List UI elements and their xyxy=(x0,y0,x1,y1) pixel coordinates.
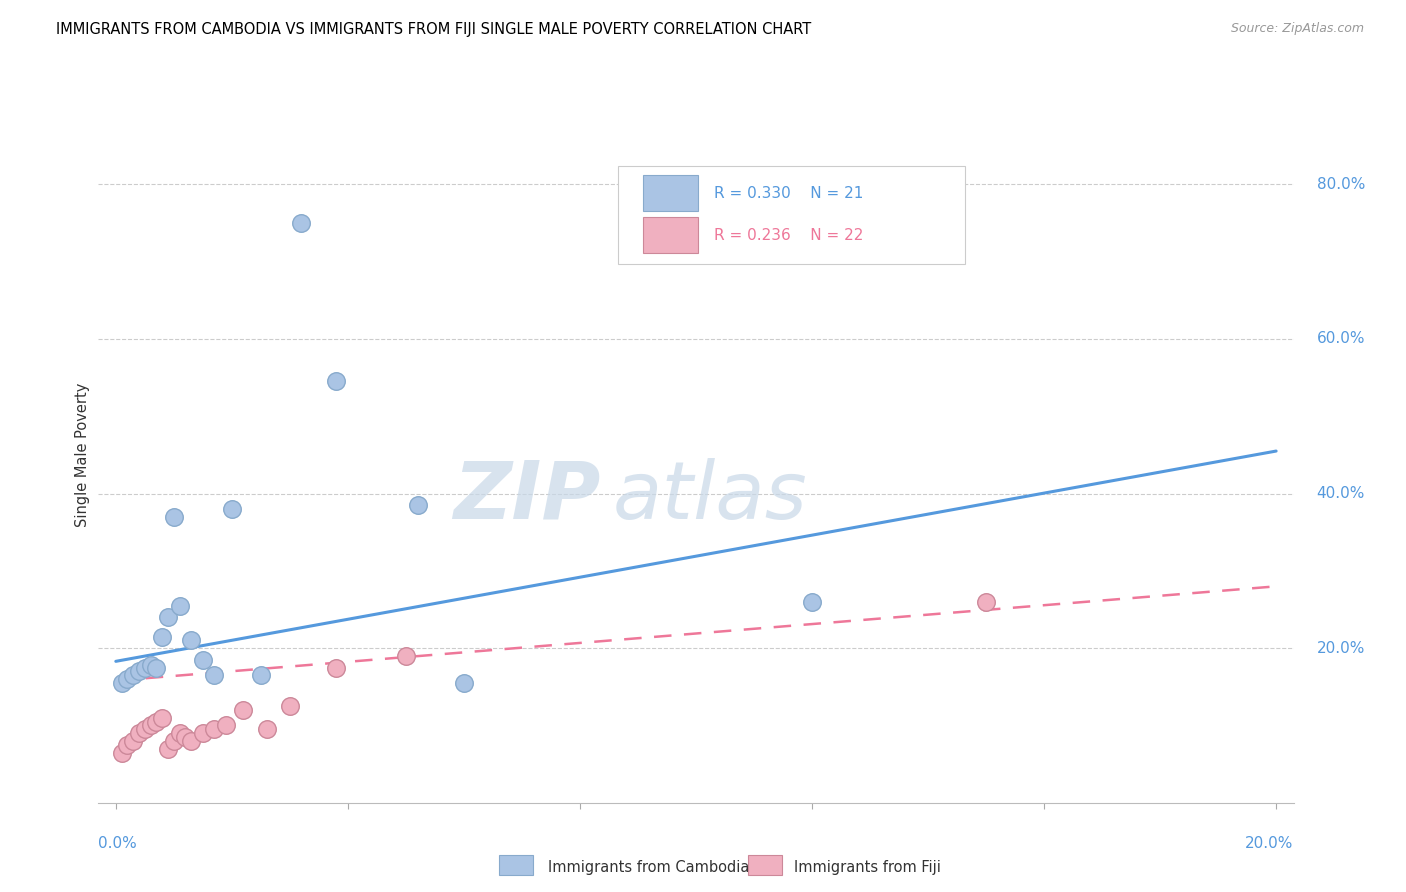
Point xyxy=(290,216,312,230)
Point xyxy=(145,714,167,729)
Point xyxy=(191,653,214,667)
Point xyxy=(169,726,191,740)
Point xyxy=(801,595,824,609)
FancyBboxPatch shape xyxy=(644,175,699,211)
Point xyxy=(325,660,347,674)
Point xyxy=(157,610,180,624)
Point xyxy=(174,730,197,744)
Point xyxy=(111,746,134,760)
Text: ZIP: ZIP xyxy=(453,458,600,536)
Point xyxy=(122,734,145,748)
Text: R = 0.236    N = 22: R = 0.236 N = 22 xyxy=(714,227,863,243)
Point xyxy=(128,726,150,740)
Point xyxy=(134,723,156,737)
Point xyxy=(204,668,226,682)
Point xyxy=(221,502,243,516)
Text: 20.0%: 20.0% xyxy=(1317,640,1365,656)
Point xyxy=(278,699,301,714)
Point xyxy=(974,595,997,609)
Text: 40.0%: 40.0% xyxy=(1317,486,1365,501)
Point xyxy=(215,718,238,732)
Point xyxy=(117,672,139,686)
Point xyxy=(150,630,173,644)
FancyBboxPatch shape xyxy=(619,166,965,263)
Text: IMMIGRANTS FROM CAMBODIA VS IMMIGRANTS FROM FIJI SINGLE MALE POVERTY CORRELATION: IMMIGRANTS FROM CAMBODIA VS IMMIGRANTS F… xyxy=(56,22,811,37)
Point xyxy=(163,509,186,524)
FancyBboxPatch shape xyxy=(644,217,699,253)
Point xyxy=(406,498,429,512)
Point xyxy=(395,648,418,663)
Text: Source: ZipAtlas.com: Source: ZipAtlas.com xyxy=(1230,22,1364,36)
Point xyxy=(145,660,167,674)
Point xyxy=(169,599,191,613)
Point xyxy=(204,723,226,737)
Text: Immigrants from Fiji: Immigrants from Fiji xyxy=(794,860,941,874)
Point xyxy=(111,676,134,690)
Point xyxy=(180,734,202,748)
Text: 60.0%: 60.0% xyxy=(1317,332,1365,346)
Point xyxy=(157,741,180,756)
Point xyxy=(191,726,214,740)
Point xyxy=(139,658,162,673)
Point xyxy=(139,718,162,732)
Text: atlas: atlas xyxy=(612,458,807,536)
Text: Immigrants from Cambodia: Immigrants from Cambodia xyxy=(548,860,749,874)
Y-axis label: Single Male Poverty: Single Male Poverty xyxy=(75,383,90,527)
Point xyxy=(134,660,156,674)
Point xyxy=(325,375,347,389)
Point xyxy=(128,665,150,679)
Text: 80.0%: 80.0% xyxy=(1317,177,1365,192)
Point xyxy=(256,723,278,737)
Point xyxy=(180,633,202,648)
Point xyxy=(250,668,273,682)
Text: 20.0%: 20.0% xyxy=(1246,836,1294,851)
Point xyxy=(232,703,254,717)
Point xyxy=(453,676,475,690)
Point xyxy=(122,668,145,682)
Text: 0.0%: 0.0% xyxy=(98,836,138,851)
Point xyxy=(163,734,186,748)
Point xyxy=(150,711,173,725)
Point xyxy=(117,738,139,752)
Text: R = 0.330    N = 21: R = 0.330 N = 21 xyxy=(714,186,863,201)
